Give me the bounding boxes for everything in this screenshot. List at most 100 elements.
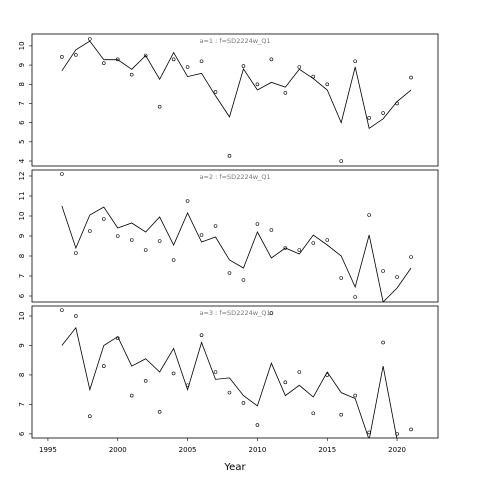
y-tick-label: 6 bbox=[18, 431, 26, 436]
data-point bbox=[74, 251, 78, 255]
y-tick-label: 11 bbox=[18, 192, 26, 201]
data-point bbox=[185, 199, 190, 203]
data-point bbox=[199, 59, 204, 64]
y-tick-label: 4 bbox=[18, 158, 26, 163]
data-point bbox=[143, 53, 148, 58]
data-point bbox=[227, 154, 232, 158]
data-point bbox=[367, 116, 371, 120]
data-point bbox=[88, 37, 92, 41]
y-tick-label: 5 bbox=[18, 140, 26, 144]
data-point bbox=[255, 423, 260, 427]
data-point bbox=[297, 248, 302, 252]
data-point bbox=[395, 101, 399, 106]
data-point bbox=[213, 90, 218, 94]
x-tick-label: 2005 bbox=[179, 446, 197, 454]
y-tick-label: 9 bbox=[18, 343, 26, 347]
data-point bbox=[395, 275, 399, 279]
data-point bbox=[283, 380, 288, 385]
data-point bbox=[353, 59, 357, 64]
data-point bbox=[185, 383, 190, 388]
data-point bbox=[241, 64, 246, 68]
data-point bbox=[74, 314, 78, 318]
data-point bbox=[353, 393, 357, 398]
data-point bbox=[129, 393, 134, 398]
data-point bbox=[115, 336, 120, 340]
y-tick-label: 12 bbox=[18, 172, 26, 181]
x-tick-label: 2015 bbox=[318, 446, 336, 454]
data-point bbox=[171, 258, 176, 262]
data-point bbox=[60, 308, 64, 312]
data-point bbox=[297, 370, 302, 374]
data-point bbox=[241, 401, 246, 405]
data-point bbox=[60, 172, 64, 176]
data-point bbox=[367, 213, 371, 217]
data-point bbox=[325, 238, 330, 242]
data-point bbox=[157, 409, 162, 414]
data-point bbox=[185, 65, 190, 69]
data-point bbox=[88, 414, 92, 418]
panel-title: a=1 : f=SD2224w_Q1 bbox=[199, 37, 270, 45]
data-point bbox=[409, 427, 413, 432]
panel-title: a=2 : f=SD2224w_Q1 bbox=[199, 173, 270, 181]
data-point bbox=[171, 57, 176, 62]
y-tick-label: 7 bbox=[18, 101, 26, 105]
panel-frame bbox=[31, 169, 439, 303]
panel-frame bbox=[31, 305, 439, 439]
data-point bbox=[227, 271, 232, 275]
panel-title: a=3 : f=SD2224w_Q1 bbox=[199, 309, 270, 317]
data-point bbox=[115, 57, 120, 62]
data-point bbox=[409, 255, 413, 259]
data-point bbox=[143, 379, 148, 383]
data-point bbox=[101, 217, 106, 221]
data-point bbox=[381, 340, 385, 345]
x-tick-label: 1995 bbox=[39, 446, 57, 454]
data-point bbox=[381, 269, 385, 273]
data-point bbox=[339, 276, 344, 280]
data-point bbox=[255, 222, 260, 226]
data-point bbox=[353, 295, 357, 299]
series-line bbox=[61, 326, 398, 438]
data-point bbox=[395, 432, 399, 436]
data-point bbox=[143, 248, 148, 252]
data-point bbox=[325, 373, 330, 377]
y-tick-label: 10 bbox=[18, 41, 26, 50]
y-tick-label: 9 bbox=[18, 63, 26, 67]
y-tick-label: 7 bbox=[18, 274, 26, 278]
y-tick-label: 8 bbox=[18, 373, 26, 377]
data-point bbox=[213, 224, 218, 228]
series-line bbox=[61, 40, 412, 130]
data-point bbox=[88, 229, 92, 233]
data-point bbox=[311, 241, 316, 245]
data-point bbox=[60, 55, 64, 59]
data-point bbox=[213, 370, 218, 374]
data-point bbox=[367, 430, 371, 435]
y-tick-label: 10 bbox=[18, 212, 26, 221]
data-point bbox=[157, 104, 162, 109]
data-point bbox=[157, 239, 162, 243]
series-line bbox=[61, 205, 412, 302]
data-point bbox=[325, 82, 330, 87]
data-point bbox=[129, 72, 134, 77]
x-axis-label: Year bbox=[223, 462, 246, 473]
data-point bbox=[381, 111, 385, 115]
data-point bbox=[129, 238, 134, 242]
x-tick-label: 2000 bbox=[109, 446, 127, 454]
data-point bbox=[199, 233, 204, 237]
data-point bbox=[115, 234, 120, 238]
panel-frame bbox=[31, 33, 439, 167]
data-point bbox=[311, 411, 316, 416]
data-point bbox=[199, 333, 204, 337]
y-tick-label: 6 bbox=[18, 120, 26, 125]
x-tick-label: 2010 bbox=[249, 446, 267, 454]
data-point bbox=[311, 74, 316, 79]
y-tick-label: 8 bbox=[18, 82, 26, 86]
data-point bbox=[74, 53, 78, 57]
y-tick-label: 9 bbox=[18, 234, 26, 238]
x-tick-label: 2020 bbox=[388, 446, 406, 454]
data-point bbox=[241, 278, 246, 282]
y-tick-label: 7 bbox=[18, 402, 26, 406]
data-point bbox=[339, 159, 344, 163]
data-point bbox=[269, 311, 274, 315]
data-point bbox=[227, 390, 232, 395]
